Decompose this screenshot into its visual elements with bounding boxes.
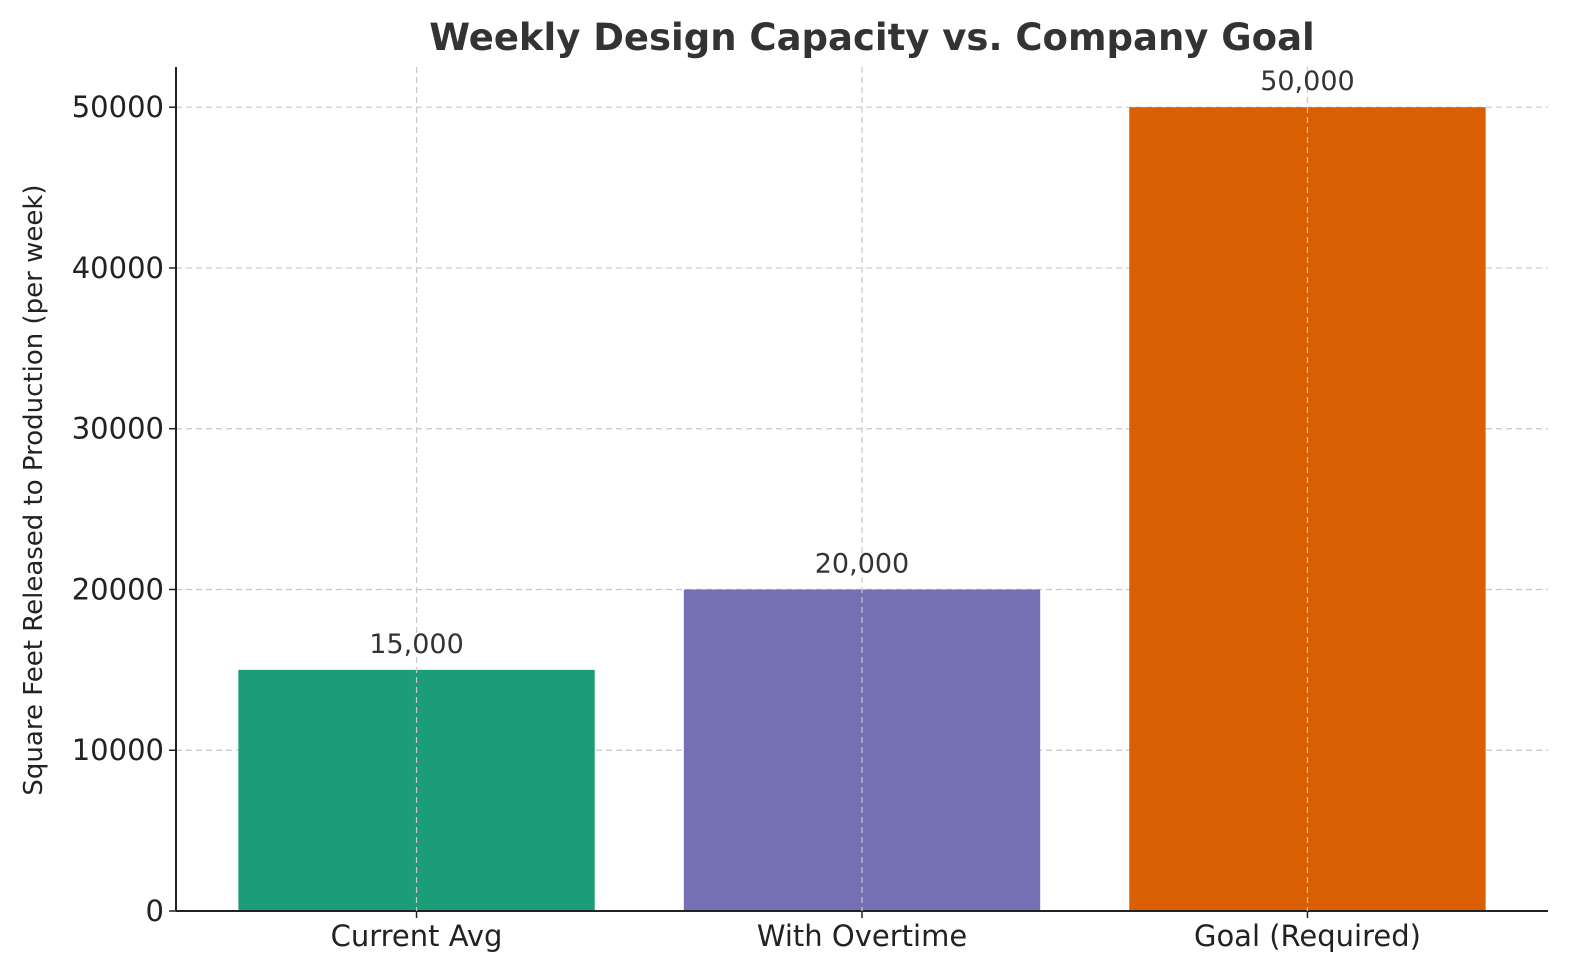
y-tick-label: 20000 (72, 572, 164, 606)
data-labels: 15,000 20,000 50,000 (369, 66, 1355, 911)
bar-value-label: 50,000 (1260, 66, 1354, 97)
y-tick-label: 0 (146, 894, 164, 928)
x-tick-label: With Overtime (757, 919, 967, 953)
y-tick-label: 40000 (72, 251, 164, 285)
y-tick-label: 30000 (72, 412, 164, 446)
chart-title: Weekly Design Capacity vs. Company Goal (429, 16, 1315, 59)
y-tick-label: 10000 (72, 733, 164, 767)
x-tick-label: Goal (Required) (1194, 919, 1421, 953)
bar-value-label: 15,000 (369, 629, 463, 660)
y-tick-label: 50000 (72, 90, 164, 124)
y-axis-label: Square Feet Released to Production (per … (19, 184, 49, 795)
x-tick-label: Current Avg (331, 919, 503, 953)
bar-value-label: 20,000 (815, 548, 909, 579)
